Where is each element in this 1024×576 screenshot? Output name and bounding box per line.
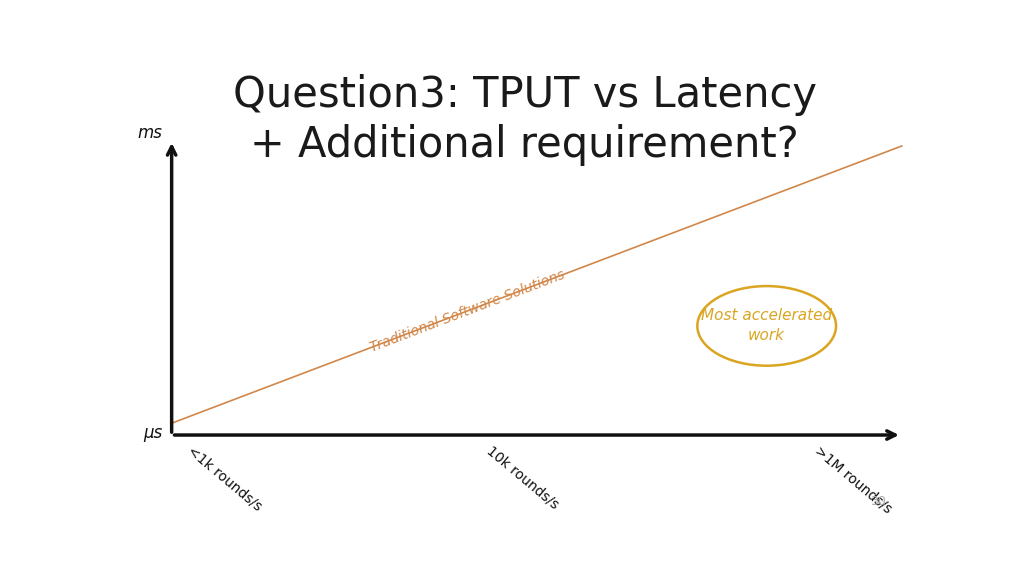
Text: Most accelerated
work: Most accelerated work: [701, 309, 833, 343]
Text: >1M rounds/s: >1M rounds/s: [812, 443, 895, 516]
Text: <1k rounds/s: <1k rounds/s: [184, 443, 264, 513]
Text: 10k rounds/s: 10k rounds/s: [484, 443, 561, 511]
Text: μs: μs: [143, 424, 162, 442]
Text: Traditional Software Solutions: Traditional Software Solutions: [369, 268, 567, 355]
Text: 30: 30: [870, 495, 886, 508]
Text: ms: ms: [137, 124, 162, 142]
Text: Question3: TPUT vs Latency
+ Additional requirement?: Question3: TPUT vs Latency + Additional …: [232, 74, 817, 166]
